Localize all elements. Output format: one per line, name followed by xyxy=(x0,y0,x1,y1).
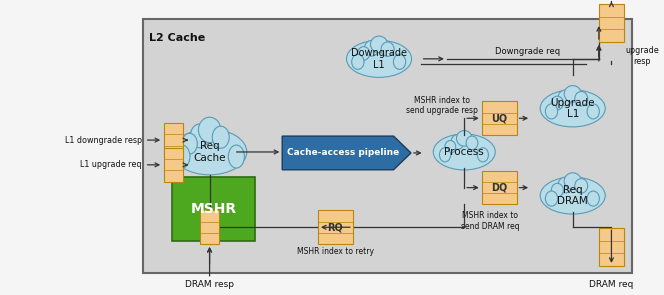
Ellipse shape xyxy=(199,117,220,142)
Text: DRAM req: DRAM req xyxy=(589,280,633,289)
Ellipse shape xyxy=(434,134,495,170)
Ellipse shape xyxy=(371,36,388,53)
Ellipse shape xyxy=(451,135,464,149)
FancyBboxPatch shape xyxy=(599,228,624,266)
Ellipse shape xyxy=(358,47,370,60)
Text: L2 Cache: L2 Cache xyxy=(149,33,205,43)
Ellipse shape xyxy=(212,126,229,148)
Text: L1 upgrade req: L1 upgrade req xyxy=(80,160,142,169)
FancyBboxPatch shape xyxy=(164,148,183,182)
Text: RQ: RQ xyxy=(327,222,343,232)
Ellipse shape xyxy=(545,104,558,119)
Ellipse shape xyxy=(587,104,600,119)
Text: MSHR index to
send upgrade resp: MSHR index to send upgrade resp xyxy=(406,96,478,115)
Ellipse shape xyxy=(587,191,600,206)
Ellipse shape xyxy=(540,177,606,214)
Ellipse shape xyxy=(551,96,563,110)
Ellipse shape xyxy=(477,148,489,162)
FancyBboxPatch shape xyxy=(164,123,183,157)
Ellipse shape xyxy=(440,148,451,162)
Ellipse shape xyxy=(545,191,558,206)
FancyBboxPatch shape xyxy=(481,101,517,135)
Ellipse shape xyxy=(575,91,588,106)
Ellipse shape xyxy=(393,54,406,69)
Text: Upgrade
L1: Upgrade L1 xyxy=(550,98,595,119)
Ellipse shape xyxy=(466,136,478,150)
Ellipse shape xyxy=(381,42,394,56)
Text: Downgrade
L1: Downgrade L1 xyxy=(351,48,407,70)
Text: Req
DRAM: Req DRAM xyxy=(557,185,588,206)
FancyBboxPatch shape xyxy=(172,177,256,241)
Ellipse shape xyxy=(352,54,364,69)
FancyBboxPatch shape xyxy=(200,210,219,244)
FancyBboxPatch shape xyxy=(481,171,517,204)
Text: Downgrade req: Downgrade req xyxy=(495,47,560,56)
Ellipse shape xyxy=(457,130,472,146)
Ellipse shape xyxy=(173,129,247,175)
Text: MSHR: MSHR xyxy=(191,202,236,216)
Ellipse shape xyxy=(445,140,456,153)
Polygon shape xyxy=(282,136,411,170)
Ellipse shape xyxy=(564,86,581,102)
Text: Req
Cache: Req Cache xyxy=(193,141,226,163)
Text: MSHR index to
send DRAM req: MSHR index to send DRAM req xyxy=(461,212,520,231)
Ellipse shape xyxy=(558,90,572,106)
Ellipse shape xyxy=(540,90,606,127)
Text: MSHR index to retry: MSHR index to retry xyxy=(297,247,374,256)
Ellipse shape xyxy=(575,179,588,193)
FancyBboxPatch shape xyxy=(318,210,353,244)
Ellipse shape xyxy=(365,40,378,56)
Ellipse shape xyxy=(551,183,563,197)
Text: Cache-access pipeline: Cache-access pipeline xyxy=(287,148,399,158)
FancyBboxPatch shape xyxy=(599,4,624,42)
Text: L1 downgrade resp: L1 downgrade resp xyxy=(64,136,142,145)
Ellipse shape xyxy=(174,145,190,168)
Text: Process: Process xyxy=(444,147,484,157)
Ellipse shape xyxy=(182,133,197,154)
Text: DRAM resp: DRAM resp xyxy=(185,280,234,289)
FancyBboxPatch shape xyxy=(143,19,631,273)
Ellipse shape xyxy=(564,173,581,189)
Text: DQ: DQ xyxy=(491,183,507,193)
Ellipse shape xyxy=(191,124,209,148)
Text: UQ: UQ xyxy=(491,113,507,123)
Ellipse shape xyxy=(228,145,244,168)
Ellipse shape xyxy=(347,40,412,77)
Ellipse shape xyxy=(558,177,572,193)
Text: upgrade
resp: upgrade resp xyxy=(625,46,659,65)
